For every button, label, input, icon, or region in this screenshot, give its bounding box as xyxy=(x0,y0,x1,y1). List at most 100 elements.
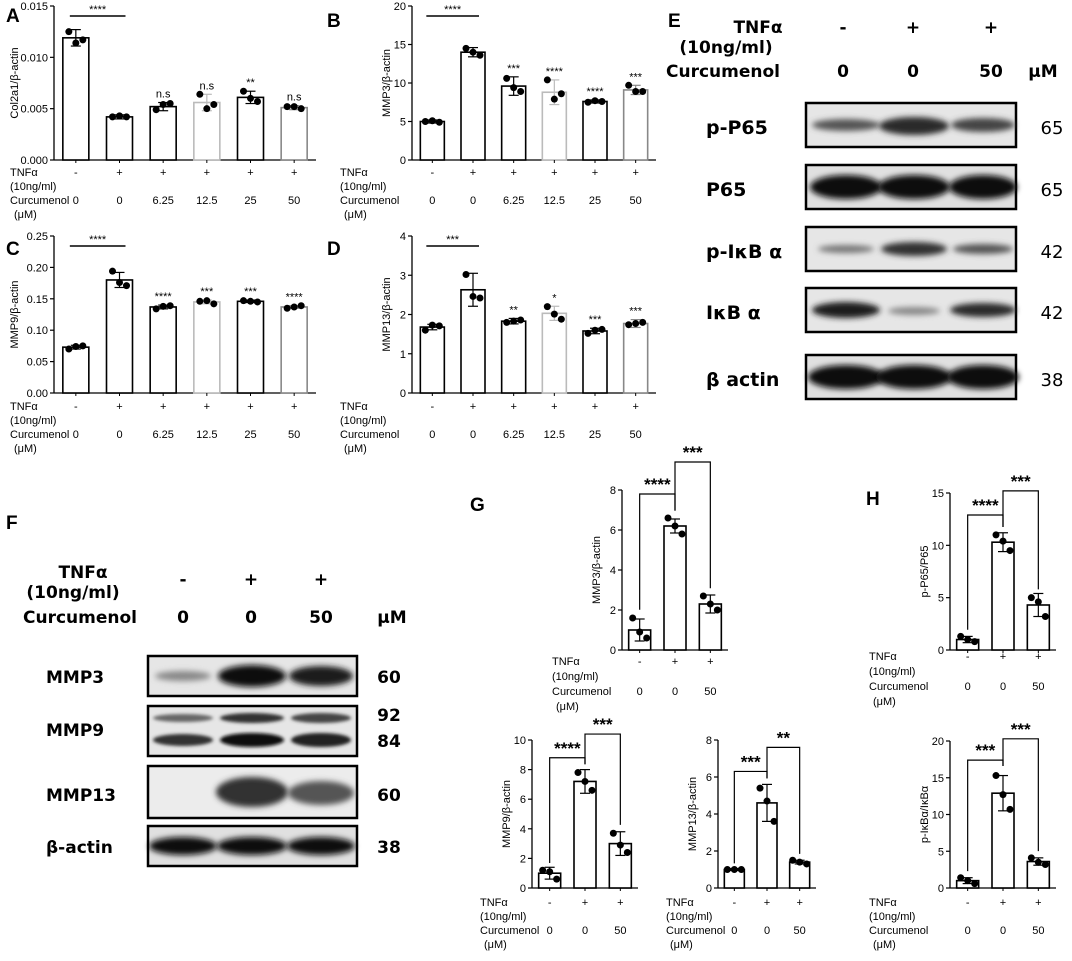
data-point xyxy=(737,866,745,873)
row-label-curcumenol: Curcumenol xyxy=(869,925,928,937)
curcumenol-dose: 0 xyxy=(1000,681,1006,693)
data-point xyxy=(240,87,247,95)
y-tick-label: 1 xyxy=(400,349,406,361)
data-point xyxy=(643,634,651,642)
bar xyxy=(622,322,649,394)
data-point xyxy=(789,856,797,864)
data-point xyxy=(723,866,731,873)
data-point xyxy=(623,848,631,856)
y-axis-label: p-IκBα/IκBα xyxy=(919,785,931,843)
row-label-tnf: TNFα xyxy=(340,167,368,179)
y-tick-label: 2 xyxy=(706,846,712,858)
curcumenol-dose: 0 xyxy=(547,925,553,937)
data-point xyxy=(247,297,254,305)
data-point xyxy=(671,522,679,530)
blot-f-sign-1: - xyxy=(179,570,186,590)
data-point xyxy=(297,302,305,310)
blot-f-kd-2b: 84 xyxy=(377,732,401,752)
data-point xyxy=(247,94,254,102)
tnf-sign: + xyxy=(1000,651,1006,663)
y-tick-label: 10 xyxy=(932,540,944,552)
y-tick-label: 0.20 xyxy=(27,262,48,274)
data-point xyxy=(435,118,443,126)
comparison-label: *** xyxy=(975,741,995,760)
curcumenol-dose: 50 xyxy=(288,195,300,207)
data-point xyxy=(116,278,123,286)
data-point xyxy=(539,866,547,874)
blot-e-label-p-p65: p-P65 xyxy=(706,117,768,139)
data-point xyxy=(1034,598,1042,606)
row-label-tnf-conc: (10ng/ml) xyxy=(869,666,915,678)
curcumenol-dose: 0 xyxy=(731,925,737,937)
bar-charts: 0.0000.0050.0100.015Col2a1/β-actinTNFα(1… xyxy=(9,1,1056,951)
tnf-sign: - xyxy=(74,401,78,413)
y-tick-label: 10 xyxy=(514,735,526,747)
significance-label: **** xyxy=(586,86,604,98)
panel-label-a: A xyxy=(6,6,20,27)
blot-e-kd-2: 65 xyxy=(1041,180,1064,201)
data-point xyxy=(210,101,218,109)
tnf-sign: - xyxy=(732,897,736,909)
significance-label: ** xyxy=(246,77,255,89)
comparison-label: *** xyxy=(683,443,703,462)
data-point xyxy=(254,97,261,105)
curcumenol-dose: 12.5 xyxy=(196,195,217,207)
y-tick-label: 0 xyxy=(706,883,712,895)
significance-label: *** xyxy=(629,306,643,318)
row-label-unit: (μM) xyxy=(14,209,37,221)
row-label-unit: (μM) xyxy=(873,696,896,708)
curcumenol-dose: 6.25 xyxy=(503,429,524,441)
curcumenol-dose: 25 xyxy=(589,195,601,207)
y-tick-label: 0.010 xyxy=(20,52,48,64)
data-point xyxy=(678,530,686,538)
tnf-sign: + xyxy=(551,167,557,179)
data-point xyxy=(584,329,592,337)
y-tick-label: 0.000 xyxy=(20,155,48,167)
row-label-tnf-conc: (10ng/ml) xyxy=(340,415,386,427)
bar xyxy=(193,301,221,394)
blot-e-strip-beta-actin xyxy=(804,353,1019,401)
y-tick-label: 6 xyxy=(520,794,526,806)
y-tick-label: 4 xyxy=(706,809,712,821)
curcumenol-dose: 0 xyxy=(470,429,476,441)
bar xyxy=(541,312,568,394)
row-label-tnf-conc: (10ng/ml) xyxy=(552,671,598,683)
blot-f-label-mmp9: MMP9 xyxy=(46,721,104,741)
data-point xyxy=(297,105,305,113)
data-point xyxy=(517,316,525,324)
y-tick-label: 4 xyxy=(400,231,406,243)
data-point xyxy=(421,326,429,334)
data-point xyxy=(109,113,116,121)
tnf-sign: - xyxy=(638,656,642,668)
chart-d: 0 1 2 3 4 MMP13/β-actin TNFα (10ng/ml) Curcumeno… xyxy=(340,231,656,455)
row-label-unit: (μM) xyxy=(873,939,896,951)
tnf-sign: + xyxy=(1000,897,1006,909)
data-point xyxy=(629,614,637,622)
blot-e-tnf-conc: (10ng/ml) xyxy=(679,38,772,58)
tnf-sign: + xyxy=(551,401,557,413)
comparison-bracket xyxy=(1002,490,1039,590)
blot-e-kd-3: 42 xyxy=(1041,242,1064,263)
y-tick-label: 2 xyxy=(520,853,526,865)
data-point xyxy=(598,325,606,333)
significance-label: ** xyxy=(509,304,518,316)
comparison-label: **** xyxy=(89,234,107,246)
data-point xyxy=(581,777,589,785)
row-label-tnf-conc: (10ng/ml) xyxy=(340,181,386,193)
row-label-tnf: TNFα xyxy=(552,656,580,668)
bar xyxy=(582,330,608,394)
y-tick-label: 0.005 xyxy=(20,104,48,116)
curcumenol-dose: 0 xyxy=(73,429,79,441)
significance-label: * xyxy=(552,292,557,304)
blot-e-dose-3: 50 xyxy=(979,62,1003,82)
tnf-sign: + xyxy=(510,167,516,179)
bar xyxy=(500,320,527,394)
data-point xyxy=(730,866,738,873)
curcumenol-dose: 6.25 xyxy=(152,195,173,207)
tnf-sign: + xyxy=(204,401,210,413)
data-point xyxy=(546,868,554,876)
data-point xyxy=(609,829,617,837)
data-point xyxy=(699,592,707,600)
data-point xyxy=(428,117,436,125)
